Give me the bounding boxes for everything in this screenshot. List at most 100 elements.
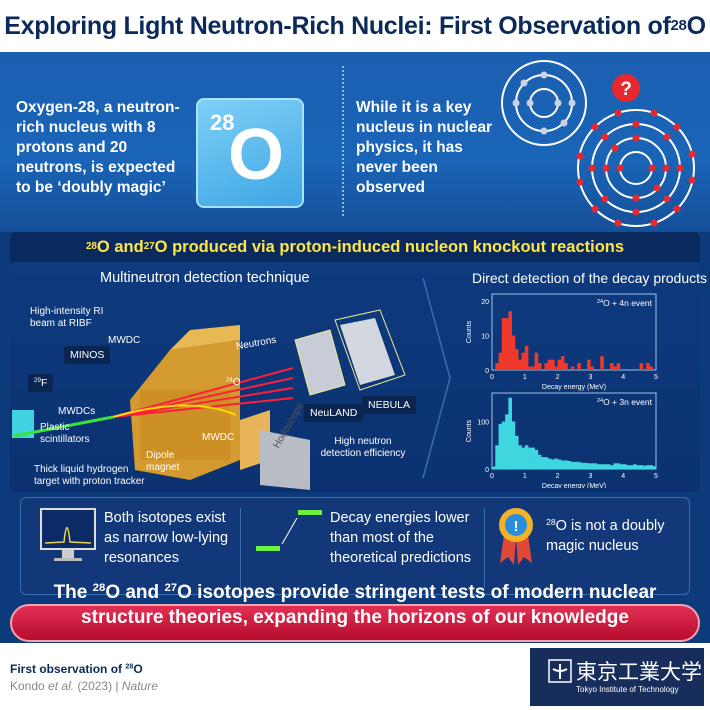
histogram-bar: [544, 363, 549, 370]
histogram-bar: [495, 445, 499, 469]
histogram-bar: [544, 457, 549, 469]
histogram-bar: [534, 352, 539, 370]
histogram-bar: [567, 460, 572, 469]
histogram-bar: [626, 465, 631, 469]
histogram-bar: [590, 463, 594, 469]
x-tick-label: 2: [556, 374, 560, 381]
histogram-bar: [547, 359, 552, 370]
y-axis-label: Counts: [466, 320, 473, 343]
histogram-bar: [498, 423, 503, 469]
label-o24: 24O: [226, 377, 241, 388]
histogram-bar: [610, 465, 614, 469]
histogram-bar: [518, 445, 522, 469]
histogram-bar: [652, 466, 657, 469]
intro-left-text: Oxygen-28, a neutron-rich nucleus with 8…: [16, 99, 180, 196]
histogram-bar: [541, 457, 545, 469]
label-target: Thick liquid hydrogen target with proton…: [34, 464, 145, 487]
histogram-bar: [557, 459, 562, 469]
y-tick-label: 0: [485, 368, 489, 375]
histogram-bar: [547, 458, 552, 469]
histogram-bar: [501, 318, 506, 370]
histogram-bar: [570, 366, 575, 370]
x-tick-label: 3: [588, 374, 592, 381]
citation: Kondo et al. (2023) | Nature: [10, 679, 158, 693]
shell-model-small-icon: [501, 60, 587, 146]
histogram-bar: [613, 366, 617, 370]
histogram-bar: [505, 318, 509, 370]
histogram-bar: [574, 461, 578, 469]
histogram-bar: [492, 466, 496, 469]
x-tick-label: 0: [490, 473, 494, 480]
histogram-bar: [560, 356, 565, 370]
histogram-bar: [646, 465, 650, 469]
histogram-bar: [587, 359, 591, 370]
histogram-bar: [587, 463, 591, 469]
beamline-entrance: [12, 410, 34, 438]
shell-model-o28-icon: [576, 109, 696, 227]
histogram-bar: [649, 366, 654, 370]
histogram-bar: [531, 366, 535, 370]
histogram-bar: [646, 363, 650, 370]
x-axis-label: Decay energy (MeV): [542, 384, 606, 391]
histogram-bar: [537, 454, 542, 469]
y-tick-label: 10: [481, 333, 489, 340]
label-neuland: NeuLAND: [304, 404, 364, 422]
o24-track: [112, 404, 237, 418]
method-header: 28 O and 27 O produced via proton-induced …: [10, 232, 700, 262]
histogram-bar: [590, 366, 594, 370]
title-text: Exploring Light Neutron-Rich Nuclei: Fir…: [4, 11, 671, 40]
label-mwdcs: MWDCs: [58, 406, 96, 417]
histogram-bar: [501, 421, 506, 469]
intro-right-text: While it is a key nucleus in nuclear phy…: [356, 99, 493, 196]
page-title: Exploring Light Neutron-Rich Nuclei: Fir…: [0, 0, 710, 52]
histogram-bar: [564, 363, 568, 370]
histogram-bar: [508, 311, 512, 370]
x-tick-label: 4: [621, 473, 625, 480]
label-dipole: Dipole magnet: [146, 450, 180, 473]
chevron-right-icon: [422, 278, 451, 478]
x-tick-label: 1: [523, 473, 527, 480]
histogram-bar: [531, 447, 535, 469]
finding-2: Decay energies lower than most of the th…: [330, 510, 472, 566]
histogram-bar: [596, 464, 601, 469]
x-tick-label: 2: [556, 473, 560, 480]
histogram-bar: [514, 349, 519, 370]
histogram-bar: [528, 447, 532, 469]
element-symbol: O: [228, 115, 285, 195]
histogram-bar: [560, 460, 565, 469]
histogram-bar: [495, 363, 499, 370]
histogram-bar: [639, 465, 644, 469]
label-beam: High-intensity RI beam at RIBF: [30, 306, 104, 329]
chart-title: 24O + 3n event: [597, 397, 653, 407]
histogram-bar: [551, 359, 555, 370]
histogram-bar: [583, 462, 588, 469]
hodoscope: [240, 410, 310, 490]
histogram-bar: [636, 465, 640, 469]
histogram-bar: [642, 465, 647, 469]
histogram-bar: [551, 459, 555, 469]
detection-title: Multineutron detection technique: [100, 270, 310, 286]
x-tick-label: 1: [523, 374, 527, 381]
label-f29: 29F: [28, 374, 54, 392]
histogram-bar: [498, 352, 503, 370]
histogram-bar: [580, 462, 585, 469]
x-tick-label: 5: [654, 473, 658, 480]
element-tile-o28: 28 O: [196, 98, 304, 208]
finding-3: 28O is not a doubly magic nucleus: [546, 516, 665, 554]
histogram-bar: [521, 447, 526, 469]
histogram-bar: [557, 359, 562, 370]
histogram-bar: [505, 414, 509, 469]
histogram-bar: [649, 465, 654, 469]
histogram-bar: [524, 345, 529, 370]
chart-title: 24O + 4n event: [597, 298, 653, 308]
histogram-bar: [600, 464, 604, 469]
nuclear-shell-diagrams: ?: [501, 60, 696, 227]
histogram-bar: [554, 458, 558, 469]
histogram-bar: [537, 363, 542, 370]
histogram-bar: [616, 363, 621, 370]
divider: [484, 508, 485, 588]
label-minos: MINOS: [64, 346, 111, 364]
swallow-logo-icon: [548, 659, 572, 683]
histogram-bar: [633, 464, 637, 469]
